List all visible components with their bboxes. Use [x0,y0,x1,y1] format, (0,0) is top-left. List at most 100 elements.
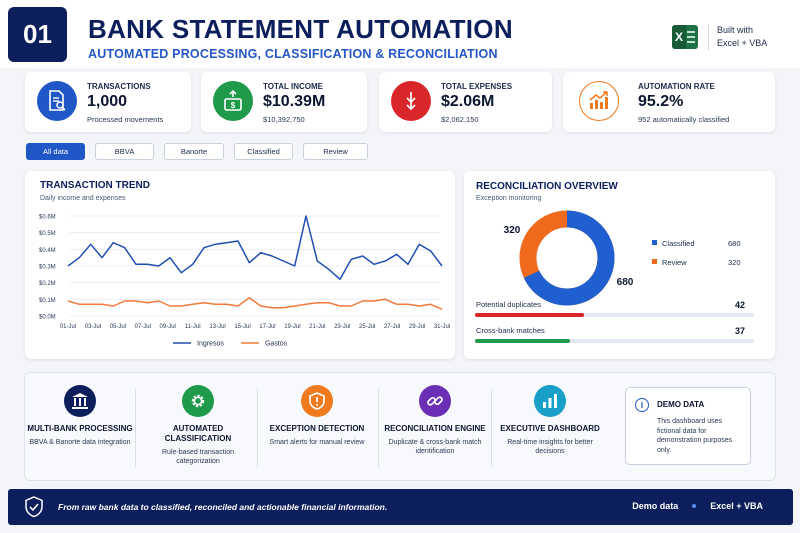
gear-icon [182,385,214,417]
donut-label-review: 320 [504,225,521,236]
series-line-gastos [67,296,443,310]
bar-chart-icon [534,385,566,417]
x-tick-label: 19-Jul [284,324,300,330]
legend-value-review: 320 [728,258,741,267]
feature-title: AUTOMATED CLASSIFICATION [164,424,232,443]
y-tick-label: $0.5M [39,231,56,237]
feature-title: EXECUTIVE DASHBOARD [500,424,600,433]
filter-all-data[interactable]: All data [26,143,85,160]
filter-bbva[interactable]: BBVA [95,143,154,160]
divider [135,389,136,467]
kpi-card-income: $ TOTAL INCOME $10.39M $10,392,750 [201,72,367,132]
growth-chart-icon [579,81,619,121]
kpi-label: TOTAL INCOME [263,82,323,91]
x-tick-label: 23-Jul [334,324,350,330]
x-tick-label: 27-Jul [384,324,400,330]
x-tick-label: 21-Jul [309,324,325,330]
bank-icon [64,385,96,417]
feature-multi-bank: MULTI-BANK PROCESSING BBVA & Banorte dat… [25,385,135,447]
section-number-badge: 01 [8,7,67,62]
x-tick-label: 05-Jul [110,324,126,330]
y-tick-label: $0.3M [39,265,56,271]
feature-dashboard: EXECUTIVE DASHBOARD Real-time insights f… [495,385,605,456]
document-search-icon [37,81,77,121]
legend-label-ingresos: Ingresos [197,341,224,348]
filter-classified[interactable]: Classified [234,143,293,160]
x-tick-label: 01-Jul [60,324,76,330]
footer-tech: Excel + VBA [710,501,763,511]
kpi-label: TRANSACTIONS [87,82,151,91]
duplicates-progress-fill [475,313,584,317]
features-strip: MULTI-BANK PROCESSING BBVA & Banorte dat… [24,372,776,481]
footer-tagline: From raw bank data to classified, reconc… [58,502,388,512]
y-tick-label: $0.6M [39,215,56,221]
trend-line-chart: $0.0M $0.1M $0.2M $0.3M $0.4M $0.5M $0.6M 01-Ju… [39,215,450,348]
page-subtitle: AUTOMATED PROCESSING, CLASSIFICATION & R… [88,47,498,61]
separator-dot [692,504,697,508]
filter-banorte[interactable]: Banorte [164,143,224,160]
divider [491,389,492,467]
feature-title: MULTI-BANK PROCESSING [27,424,133,433]
excel-icon [672,25,698,49]
x-tick-label: 07-Jul [135,324,151,330]
feature-desc: Smart alerts for manual review [269,439,365,446]
info-icon: i [635,398,649,412]
filter-review[interactable]: Review [303,143,368,160]
x-tick-label: 29-Jul [409,324,425,330]
kpi-subtext: 952 automatically classified [638,115,730,124]
x-tick-label: 09-Jul [160,324,176,330]
kpi-subtext: Processed movements [87,115,164,124]
kpi-value: 95.2% [638,93,684,110]
duplicates-label: Potential duplicates [476,300,542,309]
footer-demo-data: Demo data [632,501,679,511]
kpi-value: $10.39M [263,93,326,110]
feature-title: EXCEPTION DETECTION [269,424,365,433]
link-icon [419,385,451,417]
page-title: BANK STATEMENT AUTOMATION [88,14,513,44]
transaction-trend-panel: TRANSACTION TREND Daily income and expen… [25,171,455,359]
kpi-card-automation: AUTOMATION RATE 95.2% 952 automatically … [563,72,775,132]
cross-bank-label: Cross-bank matches [476,326,545,335]
reconciliation-panel: RECONCILIATION OVERVIEW Exception monito… [464,171,775,359]
divider [257,389,258,467]
built-with-label: Built with [717,25,754,35]
cross-bank-progress-bar [475,339,754,343]
legend-swatch-classified [652,240,657,245]
x-tick-label: 15-Jul [234,324,250,330]
feature-desc: Real-time insights for better decisions [507,439,593,455]
duplicates-value: 42 [735,300,746,310]
x-tick-label: 25-Jul [359,324,375,330]
legend-label-classified: Classified [662,239,695,248]
kpi-card-transactions: TRANSACTIONS 1,000 Processed movements [25,72,191,132]
x-tick-label: 03-Jul [85,324,101,330]
feature-exception: EXCEPTION DETECTION Smart alerts for man… [262,385,372,447]
feature-reconciliation: RECONCILIATION ENGINE Duplicate & cross-… [380,385,490,456]
panel-subtitle: Daily income and expenses [40,195,126,202]
legend-label-gastos: Gastos [265,341,288,348]
x-tick-label: 17-Jul [259,324,275,330]
cross-bank-value: 37 [735,326,746,336]
money-down-icon [391,81,431,121]
panel-subtitle: Exception monitoring [476,195,542,202]
demo-data-notice: i DEMO DATA This dashboard uses fictiona… [625,387,751,465]
divider [708,24,709,50]
series-line-ingresos [67,215,443,281]
y-tick-label: $0.2M [39,281,56,287]
kpi-subtext: $10,392,750 [263,115,305,124]
panel-title: RECONCILIATION OVERVIEW [476,181,618,192]
x-tick-label: 13-Jul [209,324,225,330]
cross-bank-progress-fill [475,339,570,343]
legend-label-review: Review [662,258,687,267]
money-up-icon: $ [213,81,253,121]
svg-text:$: $ [231,101,236,110]
built-with-tech: Excel + VBA [717,38,768,48]
donut-label-classified: 680 [617,277,634,288]
built-with: Built with Excel + VBA [672,24,767,50]
footer-bar: From raw bank data to classified, reconc… [8,489,793,525]
legend-value-classified: 680 [728,239,741,248]
feature-classification: AUTOMATED CLASSIFICATION Rule-based tran… [143,385,253,466]
kpi-card-expenses: TOTAL EXPENSES $2.06M $2,062,150 [379,72,552,132]
feature-desc: BBVA & Banorte data integration [29,439,131,446]
feature-desc: Rule-based transaction categorization [162,449,234,465]
x-tick-label: 31-Jul [434,324,450,330]
